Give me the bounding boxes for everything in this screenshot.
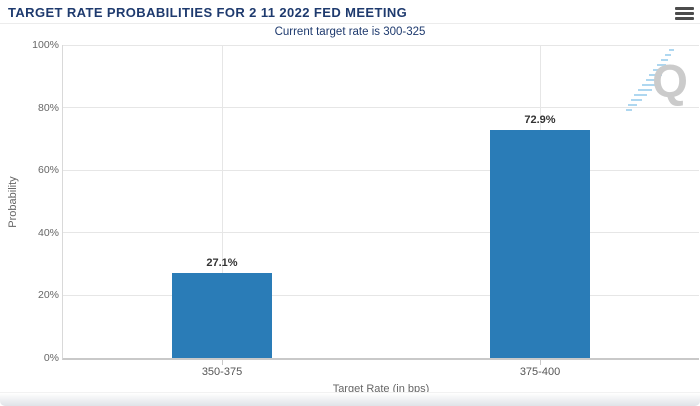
y-gridline bbox=[63, 294, 699, 296]
x-tick-label: 350-375 bbox=[201, 366, 243, 378]
bar-value-label: 72.9% bbox=[524, 113, 556, 126]
y-tick-label: 40% bbox=[37, 226, 59, 239]
y-gridline bbox=[63, 232, 699, 234]
header-divider bbox=[0, 23, 700, 24]
chart-subtitle: Current target rate is 300-325 bbox=[274, 26, 426, 38]
x-tickmark bbox=[539, 360, 541, 365]
hamburger-menu-icon[interactable] bbox=[675, 7, 694, 22]
x-tick-label: 375-400 bbox=[519, 366, 561, 378]
x-tickmark bbox=[221, 360, 223, 365]
y-tick-label: 0% bbox=[43, 352, 59, 364]
probability-bar[interactable] bbox=[172, 273, 272, 358]
menu-bar bbox=[675, 17, 694, 20]
y-gridline bbox=[63, 169, 699, 171]
plot-area: Target Rate (in bps) 0% 20% 40% 60% 80% 100% 2… bbox=[32, 39, 699, 395]
page-title: TARGET RATE PROBABILITIES FOR 2 11 2022 … bbox=[8, 5, 408, 20]
probability-bar[interactable] bbox=[490, 129, 590, 358]
category-gridline bbox=[221, 45, 223, 358]
y-tick-label: 20% bbox=[37, 289, 59, 302]
y-gridline bbox=[63, 107, 699, 109]
menu-bar bbox=[675, 12, 694, 15]
footer-gradient-bar bbox=[0, 392, 700, 406]
y-tick-label: 80% bbox=[37, 101, 59, 114]
bar-value-label: 27.1% bbox=[206, 257, 238, 270]
y-tick-label: 60% bbox=[37, 164, 59, 177]
y-gridline bbox=[63, 44, 699, 46]
y-axis-title: Probability bbox=[7, 176, 19, 228]
y-tick-label: 100% bbox=[32, 39, 59, 51]
menu-bar bbox=[675, 7, 694, 10]
